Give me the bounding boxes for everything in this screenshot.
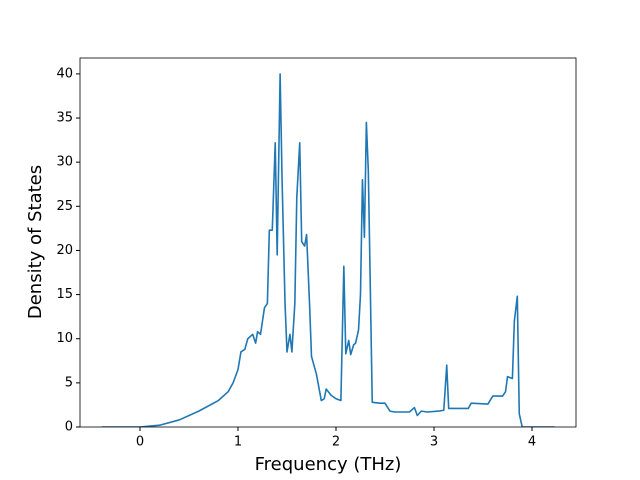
y-axis-label: Density of States	[25, 165, 46, 319]
x-tick-label: 0	[136, 435, 144, 450]
x-tick-label: 1	[234, 435, 242, 450]
line-series	[101, 73, 555, 427]
x-tick-label: 3	[430, 435, 438, 450]
y-tick-label: 10	[56, 331, 73, 346]
x-tick-label: 4	[528, 435, 536, 450]
y-tick-label: 35	[56, 111, 73, 126]
y-tick-label: 5	[65, 375, 73, 390]
y-tick-label: 30	[56, 155, 73, 170]
y-tick-label: 25	[56, 199, 73, 214]
y-tick-label: 40	[56, 66, 73, 81]
y-tick-label: 0	[65, 420, 73, 435]
plot-frame	[79, 57, 577, 428]
x-axis-label: Frequency (THz)	[255, 454, 402, 475]
y-tick-label: 20	[56, 243, 73, 258]
y-tick-label: 15	[56, 287, 73, 302]
x-tick-label: 2	[332, 435, 340, 450]
